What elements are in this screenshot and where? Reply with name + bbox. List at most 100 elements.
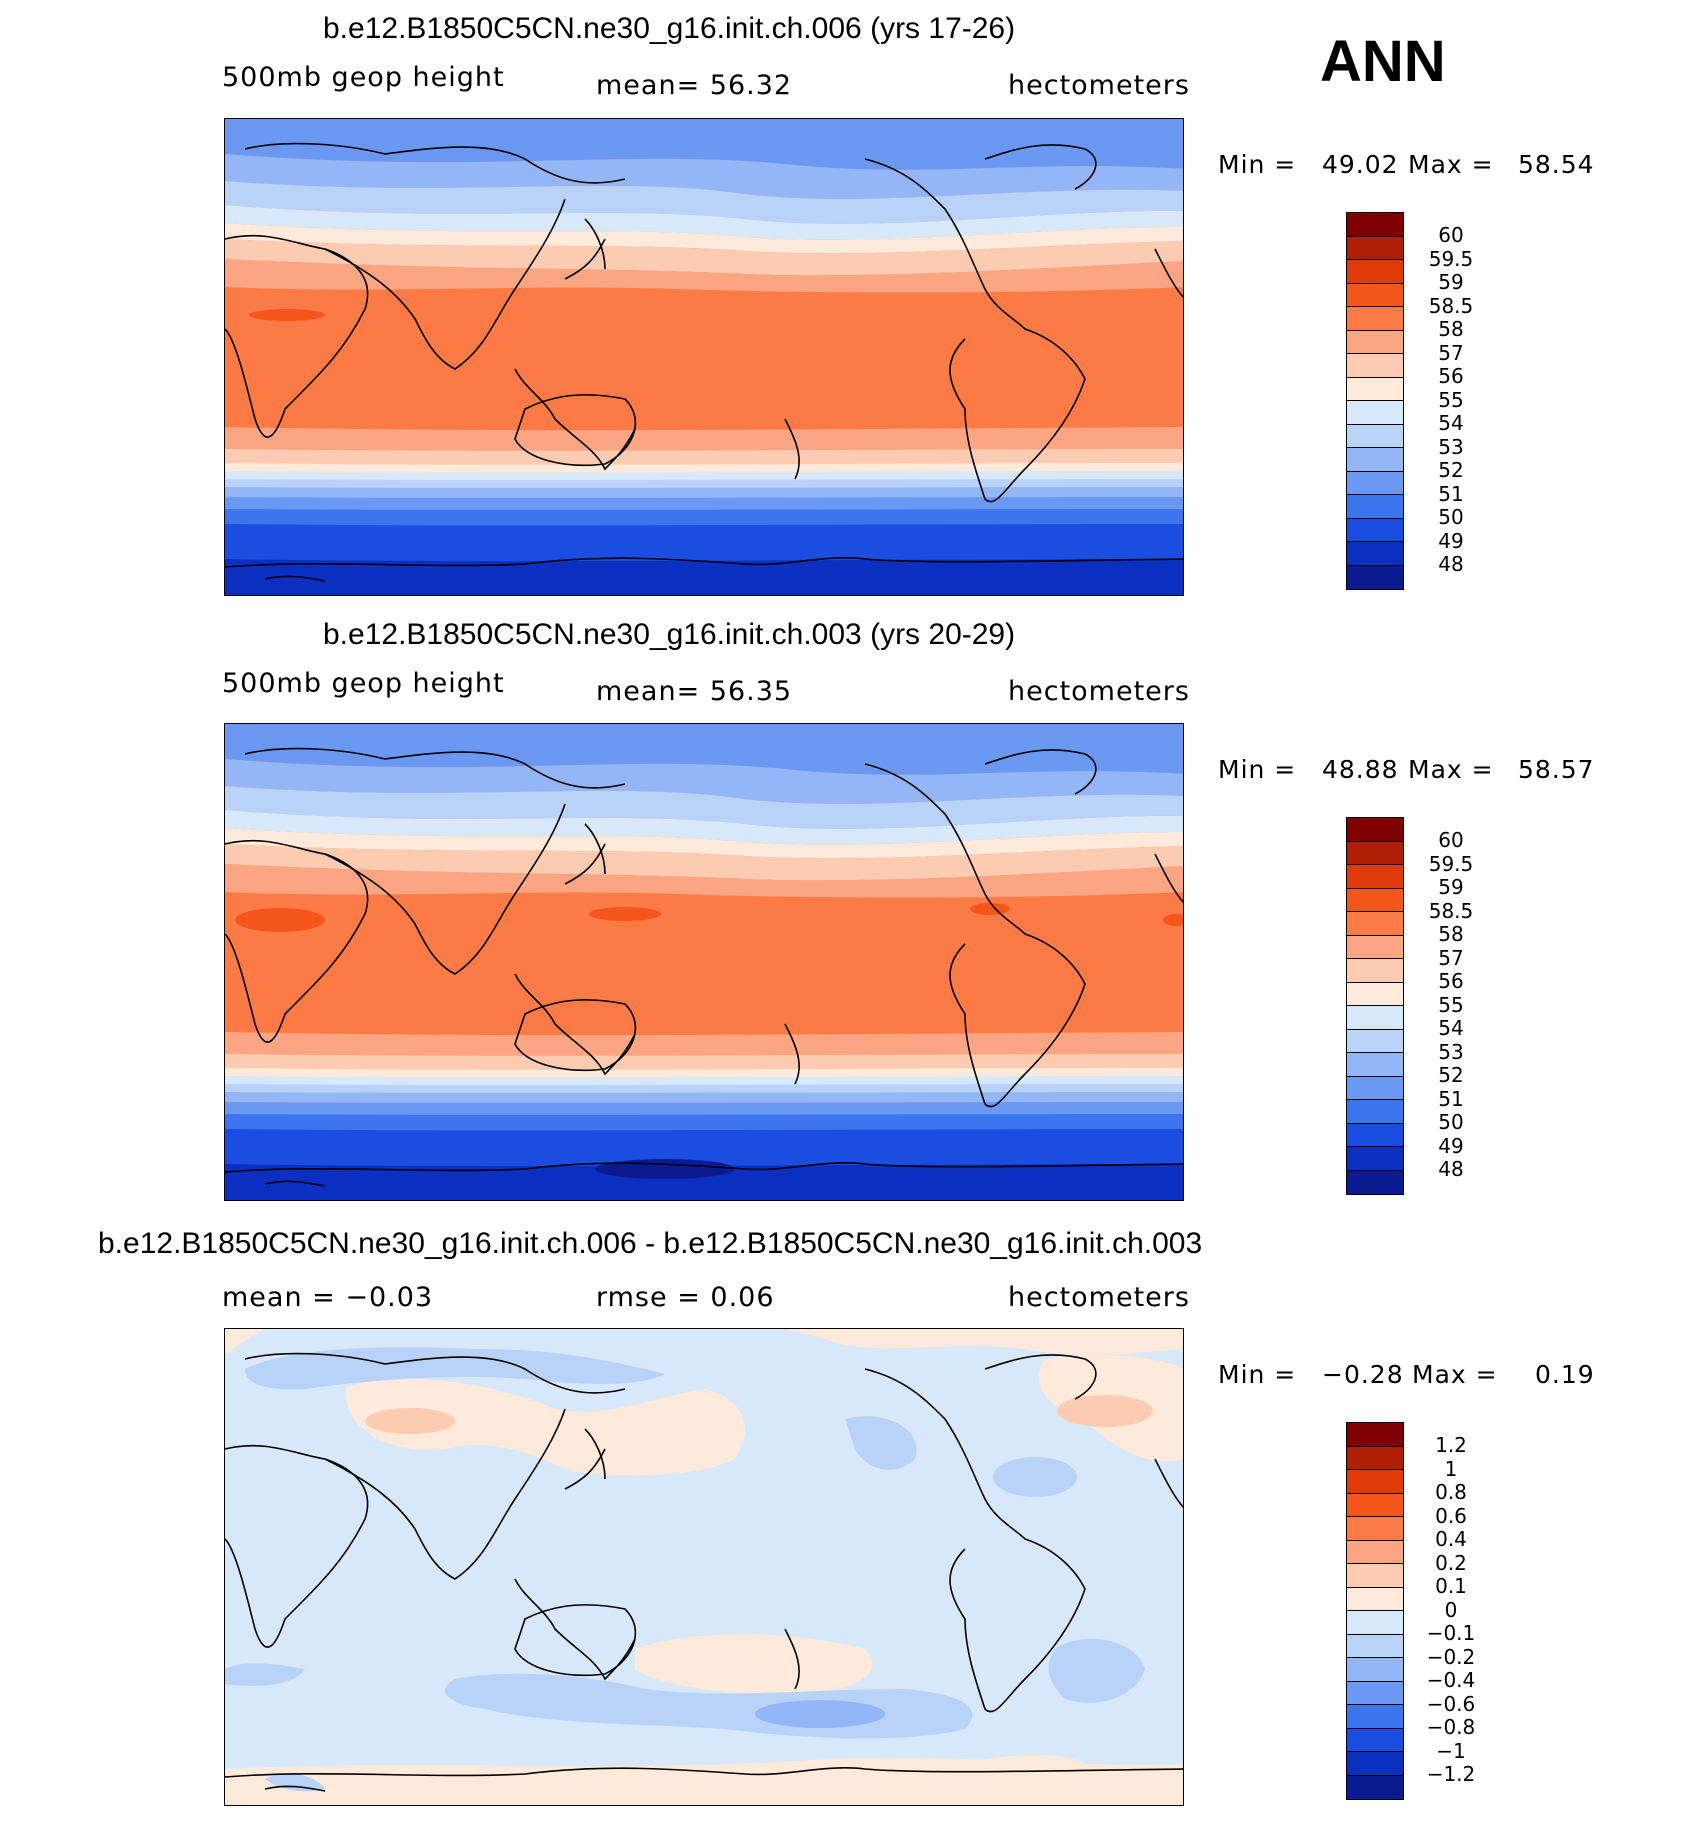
colorbar-label: 54	[1438, 411, 1464, 435]
colorbar-label: 0.1	[1435, 1574, 1467, 1598]
panel-1-title: b.e12.B1850C5CN.ne30_g16.init.ch.006 (yr…	[323, 12, 1016, 45]
colorbar-swatch	[1347, 260, 1403, 284]
colorbar-label: 51	[1438, 1086, 1464, 1111]
colorbar-swatch	[1347, 236, 1403, 260]
colorbar-label: 55	[1438, 387, 1464, 412]
colorbar-swatch	[1347, 354, 1403, 378]
colorbar-label: 51	[1438, 481, 1464, 506]
colorbar-label: 0.2	[1435, 1550, 1467, 1575]
colorbar-label: 58	[1438, 317, 1464, 341]
colorbar-swatch	[1347, 888, 1403, 912]
panel-3-map-plot	[225, 1329, 1183, 1805]
colorbar-label: 57	[1438, 340, 1464, 365]
colorbar-swatch	[1347, 1076, 1403, 1100]
colorbar-swatch	[1347, 1446, 1403, 1470]
panel-1-max-label: Max =	[1408, 150, 1494, 179]
colorbar-swatch	[1347, 818, 1403, 842]
colorbar-swatch	[1347, 542, 1403, 566]
colorbar-label: 52	[1438, 1063, 1464, 1087]
colorbar-label: 60	[1438, 828, 1464, 852]
colorbar-swatch	[1347, 1634, 1403, 1658]
colorbar-swatch	[1347, 424, 1403, 448]
colorbar-label: 53	[1438, 1039, 1464, 1064]
colorbar-swatch	[1347, 1658, 1403, 1682]
colorbar-swatch	[1347, 307, 1403, 331]
panel-1-units-label: hectometers	[1008, 70, 1190, 101]
colorbar-label: 50	[1438, 505, 1464, 529]
colorbar-swatch	[1347, 1006, 1403, 1030]
panel-3-units-label: hectometers	[1008, 1282, 1190, 1313]
panel-2-units-label: hectometers	[1008, 676, 1190, 707]
colorbar-swatch	[1347, 1728, 1403, 1752]
colorbar-swatch	[1347, 495, 1403, 519]
colorbar-swatch	[1347, 1540, 1403, 1564]
colorbar-swatch	[1347, 865, 1403, 889]
panel-1-map-plot	[225, 119, 1183, 595]
panel-1-map	[224, 118, 1184, 596]
colorbar-swatch	[1347, 1470, 1403, 1494]
colorbar-label: 1	[1444, 1456, 1458, 1481]
colorbar-swatch	[1347, 1611, 1403, 1635]
colorbar-swatch	[1347, 448, 1403, 472]
colorbar-swatch	[1347, 841, 1403, 865]
colorbar-label: 56	[1438, 364, 1464, 388]
panel-1-max-value: 58.54	[1518, 150, 1595, 179]
panel-2-map	[224, 723, 1184, 1201]
colorbar-label: −1.2	[1426, 1762, 1476, 1786]
panel-3-rmse-label: rmse = 0.06	[596, 1282, 775, 1313]
colorbar-swatch	[1347, 1100, 1403, 1124]
colorbar-label: 49	[1438, 1133, 1464, 1158]
colorbar-label: 60	[1438, 223, 1464, 247]
colorbar-label: −0.2	[1426, 1644, 1476, 1669]
colorbar-label: 58.5	[1428, 898, 1474, 923]
panel-3-max-label: Max =	[1412, 1360, 1498, 1389]
colorbar-swatch	[1347, 912, 1403, 936]
panel-1-min-value: 49.02	[1322, 150, 1399, 179]
colorbar-swatch	[1347, 518, 1403, 542]
colorbar-swatch	[1347, 1517, 1403, 1541]
panel-1-mean-label: mean= 56.32	[596, 70, 793, 101]
colorbar-label: −0.8	[1426, 1715, 1476, 1739]
panel-2-min-value: 48.88	[1322, 755, 1399, 784]
colorbar-label: 48	[1438, 552, 1464, 576]
panel-1-colorbar-labels: 60 59.5 59 58.5 58 57 56 55 54 53 52 51 …	[1416, 223, 1486, 577]
colorbar-label: 0.4	[1435, 1527, 1467, 1551]
colorbar-label: 59	[1438, 270, 1464, 294]
panel-1-colorbar	[1346, 212, 1404, 590]
colorbar-swatch	[1347, 283, 1403, 307]
colorbar-swatch	[1347, 1681, 1403, 1705]
colorbar-swatch	[1347, 1587, 1403, 1611]
colorbar-label: 0.6	[1435, 1503, 1467, 1528]
colorbar-label: 53	[1438, 434, 1464, 459]
colorbar-swatch	[1347, 1029, 1403, 1053]
colorbar-label: 58	[1438, 922, 1464, 946]
colorbar-swatch	[1347, 1752, 1403, 1776]
panel-2-colorbar	[1346, 817, 1404, 1195]
colorbar-swatch	[1347, 1123, 1403, 1147]
colorbar-label: 56	[1438, 969, 1464, 993]
colorbar-label: 57	[1438, 945, 1464, 970]
panel-3-min-value: −0.28	[1322, 1360, 1404, 1389]
colorbar-swatch	[1347, 935, 1403, 959]
colorbar-swatch	[1347, 1705, 1403, 1729]
panel-2-min-label: Min =	[1218, 755, 1297, 784]
panel-2-mean-label: mean= 56.35	[596, 676, 793, 707]
colorbar-label: 59	[1438, 875, 1464, 899]
colorbar-swatch	[1347, 982, 1403, 1006]
colorbar-swatch	[1347, 1170, 1403, 1194]
panel-3-map	[224, 1328, 1184, 1806]
panel-2-map-plot	[225, 724, 1183, 1200]
panel-3-min-label: Min =	[1218, 1360, 1297, 1389]
colorbar-label: 0.8	[1435, 1480, 1467, 1504]
colorbar-label: −0.1	[1426, 1621, 1476, 1645]
colorbar-swatch	[1347, 959, 1403, 983]
panel-3-colorbar-labels: 1.2 1 0.8 0.6 0.4 0.2 0.1 0 −0.1 −0.2 −0…	[1416, 1433, 1486, 1787]
panel-3-max-value: 0.19	[1535, 1360, 1595, 1389]
panel-1-min-label: Min =	[1218, 150, 1297, 179]
panel-2-colorbar-labels: 60 59.5 59 58.5 58 57 56 55 54 53 52 51 …	[1416, 828, 1486, 1182]
colorbar-swatch	[1347, 401, 1403, 425]
panel-1-variable-label: 500mb geop height	[222, 62, 505, 93]
panel-2-max-label: Max =	[1408, 755, 1494, 784]
colorbar-label: 52	[1438, 458, 1464, 482]
colorbar-label: 1.2	[1435, 1433, 1467, 1457]
